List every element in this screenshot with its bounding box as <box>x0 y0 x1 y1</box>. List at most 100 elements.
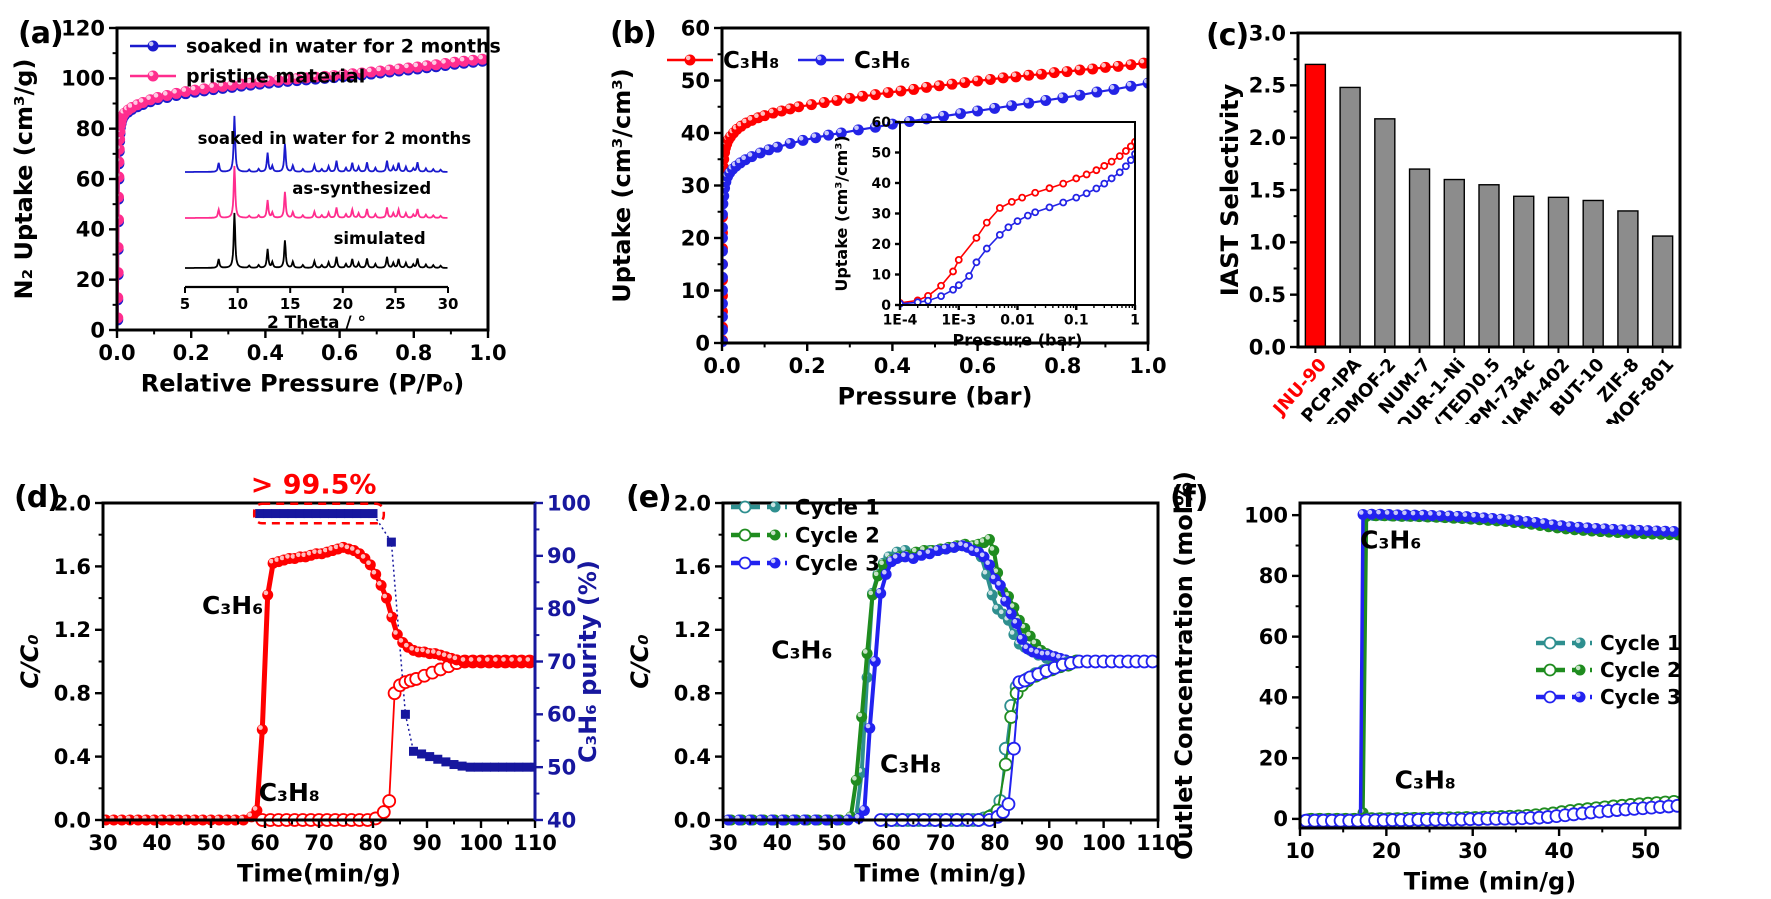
x-tick-label: 1E-4 <box>883 313 918 329</box>
bar-WOFOUR-1-Ni <box>1443 178 1465 348</box>
y2-tick-label: 40 <box>547 808 576 832</box>
y-axis-label: Uptake (cm³/cm³) <box>608 68 636 302</box>
y-tick-label: 1.5 <box>1249 178 1286 202</box>
panel-c: (c) JNU-90 PCP-IPA FDMOF-2 NUM-7 WOFOUR-1-Ni… <box>1180 4 1771 424</box>
xrd-inset: soaked in water for 2 months as-synthesiz… <box>180 115 471 333</box>
series-layer <box>116 53 488 326</box>
y-tick-label: 0.0 <box>54 808 91 832</box>
series-cycle1-c3h6 <box>722 540 1159 826</box>
x-tick-label: 60 <box>250 831 279 855</box>
plot-box <box>720 26 1150 345</box>
y-tick-label: 30 <box>872 206 892 222</box>
annotation-text: > 99.5% <box>251 469 377 500</box>
y-tick-label: 0.8 <box>54 682 91 706</box>
x-tick-label: 0.0 <box>98 341 135 365</box>
y-axis-label: C/C₀ <box>16 634 44 689</box>
bar-ZIF-8 <box>1617 210 1639 348</box>
bar-CPM-734c <box>1513 195 1535 348</box>
x-tick-label: 1 <box>1130 313 1140 329</box>
x-tick-label: 50 <box>196 831 225 855</box>
annotation-text: C₃H₈ <box>259 778 320 807</box>
y-axis-label: C/C₀ <box>626 634 654 689</box>
x-tick-label: 80 <box>980 831 1009 855</box>
legend: C₃H₈ C₃H₆ <box>667 48 910 74</box>
panel-c-chart: JNU-90PCP-IPAFDMOF-2NUM-7WOFOUR-1-NiNi(A… <box>1216 21 1682 424</box>
y-tick-label: 40 <box>872 176 892 192</box>
legend-label: C₃H₆ <box>854 48 910 74</box>
legend-label: Cycle 3 <box>795 551 880 575</box>
annotation-text: C₃H₆ <box>771 635 832 664</box>
y2-tick-label: 50 <box>547 756 576 780</box>
series-cycle2-c3h8 <box>884 654 1084 827</box>
xrd-tick-label: 15 <box>280 295 301 313</box>
axes: 0.0 0.5 1.0 1.5 2.0 2.5 3.0 IAST Selectivity <box>1216 21 1298 359</box>
x-tick-label: 0.4 <box>874 354 911 378</box>
y-tick-label: 40 <box>76 218 105 242</box>
x-tick-label: 0.8 <box>1044 354 1081 378</box>
x-tick-label: 0.6 <box>959 354 996 378</box>
legend: Cycle 1 Cycle 2 Cycle 3 <box>1536 631 1681 709</box>
bar-NUM-7 <box>1408 168 1431 348</box>
x-tick-label: 0.8 <box>395 341 432 365</box>
panel-b: (b) 0.0 0.2 0.4 0.6 0.8 1.0 0 10 20 30 40 50 60 Press… <box>600 4 1178 424</box>
x-tick-label: 100 <box>459 831 503 855</box>
bar-FDMOF-2 <box>1374 118 1396 348</box>
y-axis-label: IAST Selectivity <box>1216 83 1244 296</box>
x-tick-label: 50 <box>1631 839 1660 863</box>
panel-label-e: (e) <box>626 480 672 515</box>
y-tick-label: 60 <box>872 115 892 131</box>
y-tick-label: 20 <box>76 268 105 292</box>
x-axis-label: Time (min/g) <box>854 859 1026 887</box>
y-tick-label: 0.4 <box>674 745 711 769</box>
annotation-text: C₃H₆ <box>202 591 263 620</box>
x-tick-label: 70 <box>304 831 333 855</box>
panel-e: (e) 30 40 50 60 70 80 90 100 110 0.0 0.4 0.8 1.2 1.6 2… <box>622 424 1182 899</box>
x-tick-label: 0.2 <box>789 354 826 378</box>
bar-Ni(ADC)(TED)0.5 <box>1478 184 1500 348</box>
panel-a: (a) 0.0 0.2 0.4 0.6 0.8 1.0 0 20 40 60 80 100 120 Rel… <box>2 4 594 424</box>
y2-axis-label: C₃H₆ purity (%) <box>574 560 602 763</box>
y-tick-label: 2.0 <box>674 491 711 515</box>
x-tick-label: 110 <box>1136 831 1180 855</box>
series-pristine-material <box>116 53 488 324</box>
y2-tick-label: 80 <box>547 597 576 621</box>
y-tick-label: 80 <box>1259 564 1288 588</box>
y-tick-label: 0 <box>1273 807 1288 831</box>
y2-tick-label: 70 <box>547 650 576 674</box>
xrd-trace <box>185 165 448 219</box>
panel-f-chart: 10 20 30 40 50 0 20 40 60 80 100 Time (min/g) Outlet… <box>1170 471 1682 895</box>
x-tick-label: 0.4 <box>247 341 284 365</box>
y-tick-label: 10 <box>681 279 710 303</box>
y-tick-label: 10 <box>872 267 892 283</box>
legend-label: Cycle 1 <box>795 495 880 519</box>
x-axis-label: Time(min/g) <box>237 859 401 887</box>
y-tick-label: 60 <box>681 16 710 40</box>
y-tick-label: 1.2 <box>54 618 91 642</box>
xrd-trace-label: simulated <box>334 229 426 248</box>
x-tick-label: 40 <box>763 831 792 855</box>
y-tick-label: 20 <box>1259 746 1288 770</box>
series-c3h6-log <box>899 150 1136 308</box>
x-tick-label: 0.1 <box>1064 313 1089 329</box>
legend-label: Cycle 3 <box>1600 685 1681 709</box>
series-c3h8 <box>721 57 1149 346</box>
y-tick-label: 0.0 <box>674 808 711 832</box>
legend-label: Cycle 2 <box>795 523 880 547</box>
y-tick-label: 50 <box>681 69 710 93</box>
y-tick-label: 100 <box>61 67 105 91</box>
y-tick-label: 20 <box>872 237 892 253</box>
x-tick-label: 60 <box>872 831 901 855</box>
legend-label: C₃H₈ <box>723 48 779 74</box>
panel-f: (f) 10 20 30 40 50 0 20 40 60 80 100 Time (min/g) Ou… <box>1150 424 1771 899</box>
panel-label-c: (c) <box>1206 18 1249 53</box>
bar-MOF-801 <box>1651 235 1674 348</box>
x-tick-label: 10 <box>1285 839 1314 863</box>
series-layer <box>721 57 1149 347</box>
x-tick-label: 90 <box>1035 831 1064 855</box>
legend: Cycle 1 Cycle 2 Cycle 3 <box>731 495 880 575</box>
series-purity <box>255 509 536 772</box>
x-tick-label: 0.01 <box>1000 313 1035 329</box>
y-tick-label: 2.5 <box>1249 74 1286 98</box>
x-tick-label: 0.0 <box>703 354 740 378</box>
legend-label: pristine material <box>186 66 365 88</box>
